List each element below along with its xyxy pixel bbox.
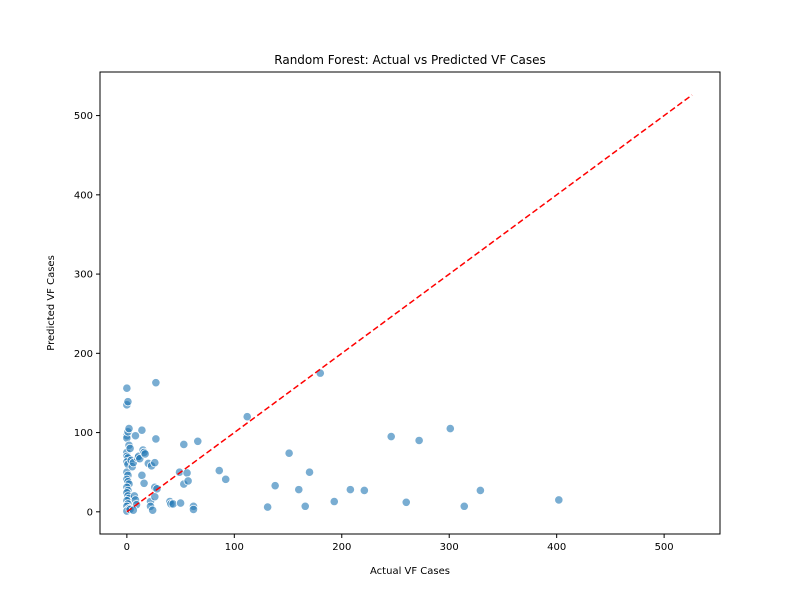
data-point: [124, 423, 134, 434]
data-point: [128, 505, 138, 515]
data-point: [459, 501, 469, 511]
data-point: [179, 439, 189, 450]
data-point: [554, 495, 564, 505]
data-point: [300, 501, 310, 511]
data-point: [445, 423, 455, 434]
data-point: [137, 425, 147, 435]
data-point: [359, 485, 369, 496]
data-point: [294, 485, 304, 495]
data-point: [139, 478, 149, 488]
points-layer: [122, 368, 564, 516]
y-tick-label: 0: [87, 507, 93, 518]
data-point: [401, 497, 411, 507]
data-point: [188, 504, 199, 515]
data-point: [304, 467, 315, 477]
data-point: [175, 498, 186, 508]
x-axis-label: Actual VF Cases: [370, 566, 450, 577]
data-point: [168, 499, 178, 509]
y-tick-label: 300: [74, 270, 93, 281]
data-point: [263, 502, 273, 512]
plot-area-frame: [99, 71, 721, 535]
x-tick-label: 200: [332, 542, 351, 553]
data-point: [151, 378, 161, 388]
data-point: [414, 435, 424, 446]
data-point: [221, 474, 231, 484]
data-point: [315, 368, 325, 378]
data-point: [151, 434, 161, 444]
data-point: [475, 485, 485, 496]
data-point: [123, 397, 133, 407]
data-point: [214, 465, 224, 476]
data-point: [122, 383, 132, 393]
y-axis-label: Predicted VF Cases: [46, 255, 57, 351]
x-tick-label: 300: [440, 542, 459, 553]
x-axis: 0 100 200 300 400 500: [124, 534, 674, 553]
y-tick-label: 100: [74, 428, 93, 439]
y-tick-label: 400: [74, 190, 93, 201]
y-tick-label: 200: [74, 349, 93, 360]
data-point: [242, 412, 252, 422]
reference-line: [126, 94, 693, 513]
y-tick-label: 500: [74, 111, 93, 122]
x-tick-label: 400: [547, 542, 566, 553]
x-tick-label: 500: [655, 542, 674, 553]
x-tick-label: 100: [225, 542, 244, 553]
data-point: [148, 505, 158, 515]
data-point: [137, 470, 147, 480]
data-point: [329, 496, 339, 507]
data-point: [345, 485, 355, 495]
data-point: [125, 443, 135, 454]
data-point: [130, 431, 141, 441]
x-tick-label: 0: [124, 542, 130, 553]
data-point: [140, 449, 150, 459]
data-point: [182, 468, 192, 478]
data-point: [284, 448, 294, 458]
chart-title: Random Forest: Actual vs Predicted VF Ca…: [274, 53, 545, 67]
data-point: [386, 431, 396, 442]
reference-line-layer: [126, 94, 693, 513]
data-point: [270, 481, 280, 491]
data-point: [150, 458, 160, 468]
data-point: [193, 436, 203, 446]
y-axis: 0 100 200 300 400 500: [74, 111, 100, 518]
data-point: [183, 476, 193, 486]
